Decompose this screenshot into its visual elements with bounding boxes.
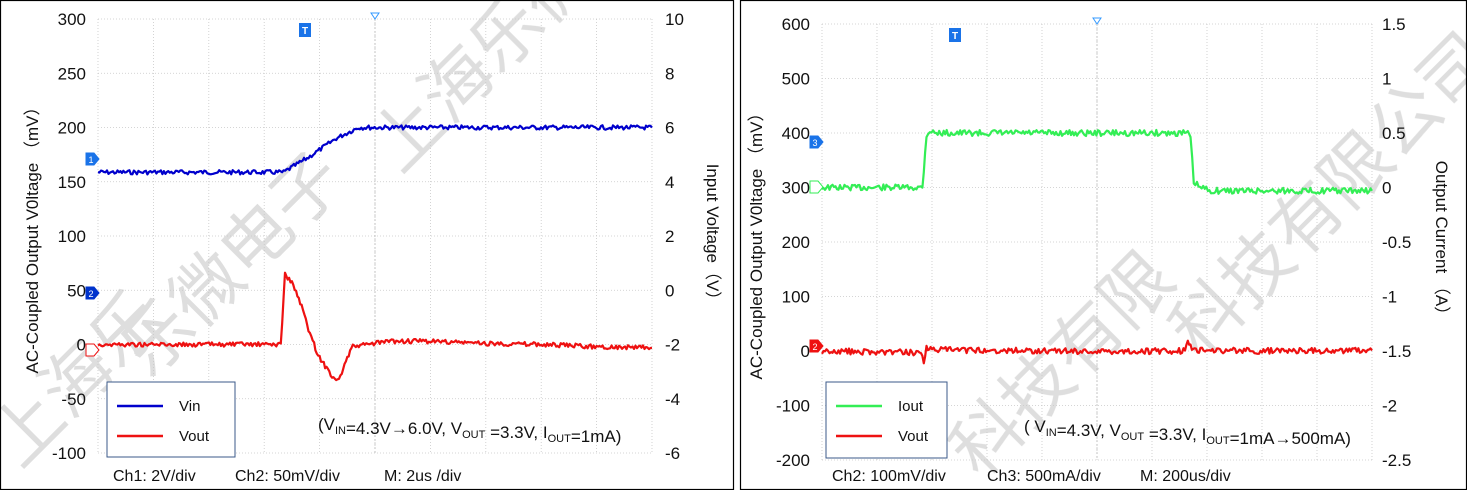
right-tick-label: 6 xyxy=(665,119,674,138)
right-tick-label: -1.5 xyxy=(1382,342,1411,361)
scale-text: Ch3: 500mA/div xyxy=(987,468,1101,485)
right-tick-label: -6 xyxy=(665,444,680,463)
right-axis-label: Output Current （A） xyxy=(1432,161,1451,324)
legend-label: Vout xyxy=(898,428,929,445)
left-tick-label: 0 xyxy=(77,336,86,355)
center-marker xyxy=(1093,18,1101,24)
ch1-marker-label: 1 xyxy=(88,155,93,165)
left-tick-label: 300 xyxy=(782,179,810,198)
conditions-annotation: ( VIN=4.3V, VOUT =3.3V, IOUT=1mA→500mA) xyxy=(1024,417,1351,448)
conditions-annotation: (VIN=4.3V→6.0V, VOUT =3.3V, IOUT=1mA) xyxy=(318,415,621,446)
watermark-text: 科技有限公司 xyxy=(1155,18,1467,370)
center-marker xyxy=(371,13,379,19)
left-tick-label: 50 xyxy=(67,281,86,300)
ch3-offset-marker xyxy=(810,181,823,193)
right-axis-label: Input Voltage（V） xyxy=(703,164,722,309)
right-tick-label: 0 xyxy=(665,281,674,300)
scale-text: Ch1: 2V/div xyxy=(113,468,196,485)
legend-box xyxy=(826,382,947,458)
right-tick-label: -2 xyxy=(1382,397,1397,416)
scale-text: M: 200us/div xyxy=(1140,468,1231,485)
watermark-text: 乐微电子 xyxy=(105,137,358,390)
chart-panel-1 xyxy=(1,1,734,490)
right-tick-label: 0 xyxy=(1382,179,1391,198)
ch2-marker-label: 2 xyxy=(812,342,817,352)
watermark-text: 上海乐微 xyxy=(355,0,608,186)
left-tick-label: 200 xyxy=(58,119,86,138)
left-tick-label: 0 xyxy=(801,342,810,361)
watermark-text: 科技有限 xyxy=(935,237,1188,490)
left-tick-label: 150 xyxy=(58,173,86,192)
left-tick-label: 400 xyxy=(782,124,810,143)
right-tick-label: 1.5 xyxy=(1382,15,1406,34)
chart-panel-2 xyxy=(741,1,1467,490)
right-tick-label: 4 xyxy=(665,173,674,192)
legend-label: Iout xyxy=(898,398,924,415)
right-tick-label: 1 xyxy=(1382,70,1391,89)
left-axis-label: AC-Coupled Output V0ltage （mV） xyxy=(23,99,42,374)
scale-text: Ch2: 50mV/div xyxy=(235,468,340,485)
left-tick-label: 100 xyxy=(58,227,86,246)
legend-box xyxy=(107,382,235,457)
left-tick-label: 600 xyxy=(782,15,810,34)
right-tick-label: -4 xyxy=(665,390,680,409)
trigger-marker-label: T xyxy=(302,26,308,37)
left-tick-label: 500 xyxy=(782,70,810,89)
right-tick-label: -0.5 xyxy=(1382,233,1411,252)
left-tick-label: 250 xyxy=(58,64,86,83)
left-tick-label: -50 xyxy=(61,390,86,409)
trigger-marker-label: T xyxy=(952,31,958,42)
left-tick-label: 300 xyxy=(58,10,86,29)
scale-text: M: 2us /div xyxy=(384,468,461,485)
right-tick-label: -2 xyxy=(665,336,680,355)
right-tick-label: 2 xyxy=(665,227,674,246)
left-tick-label: -200 xyxy=(776,451,810,470)
scale-text: Ch2: 100mV/div xyxy=(832,468,946,485)
left-tick-label: -100 xyxy=(52,444,86,463)
left-tick-label: 200 xyxy=(782,233,810,252)
left-tick-label: 100 xyxy=(782,288,810,307)
right-tick-label: 0.5 xyxy=(1382,124,1406,143)
right-tick-label: -2.5 xyxy=(1382,451,1411,470)
right-tick-label: 8 xyxy=(665,64,674,83)
left-axis-label: AC-Coupled Output V0ltage （mV） xyxy=(747,105,766,380)
right-tick-label: 10 xyxy=(665,10,684,29)
ch2-marker-label: 2 xyxy=(88,289,93,299)
right-tick-label: -1 xyxy=(1382,288,1397,307)
ch3-marker-label: 3 xyxy=(812,138,817,148)
legend-label: Vin xyxy=(179,398,200,415)
legend-label: Vout xyxy=(179,428,210,445)
left-tick-label: -100 xyxy=(776,397,810,416)
